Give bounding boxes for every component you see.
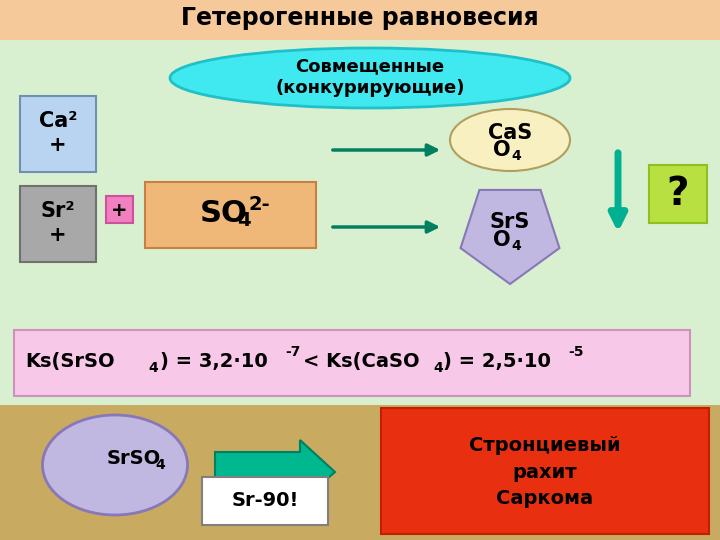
FancyBboxPatch shape [14,330,690,396]
Ellipse shape [42,415,187,515]
Text: 4: 4 [433,361,443,375]
Text: 4: 4 [148,361,158,375]
Text: Гетерогенные равновесия: Гетерогенные равновесия [181,6,539,30]
Text: 4: 4 [511,239,521,253]
FancyBboxPatch shape [381,408,709,534]
Bar [0,0,720,40]
FancyBboxPatch shape [649,165,707,223]
Text: -7: -7 [285,345,300,359]
Text: CaS: CaS [488,123,532,143]
Text: SO: SO [200,199,248,228]
Ellipse shape [450,109,570,171]
Polygon shape [461,190,559,284]
Text: 4: 4 [155,458,165,472]
Text: Ks(SrSO: Ks(SrSO [25,353,114,372]
Text: Sr²
+: Sr² + [41,200,76,245]
Text: 4: 4 [511,149,521,163]
Text: SrS: SrS [490,212,530,232]
Text: ) = 2,5·10: ) = 2,5·10 [443,353,551,372]
Text: Стронциевый
рахит
Саркома: Стронциевый рахит Саркома [469,436,621,508]
Text: < Ks(CaSO: < Ks(CaSO [303,353,420,372]
Text: O: O [493,140,510,160]
Text: 4: 4 [237,211,251,229]
Text: ?: ? [667,175,689,213]
FancyBboxPatch shape [145,182,316,248]
Text: O: O [493,230,510,250]
Text: 2-: 2- [248,194,269,213]
FancyBboxPatch shape [106,196,133,223]
FancyBboxPatch shape [20,96,96,172]
Bar [0,405,720,540]
Bar [0,40,720,405]
Text: -5: -5 [568,345,583,359]
FancyBboxPatch shape [20,186,96,262]
Ellipse shape [170,48,570,108]
Text: SrSO: SrSO [107,449,161,468]
Text: Совмещенные
(конкурирующие): Совмещенные (конкурирующие) [275,57,464,97]
Polygon shape [215,440,335,502]
Text: Sr-90!: Sr-90! [231,491,299,510]
Text: +: + [111,200,127,219]
Text: Ca²
+: Ca² + [39,111,77,156]
FancyBboxPatch shape [202,477,328,525]
Text: ) = 3,2·10: ) = 3,2·10 [160,353,268,372]
